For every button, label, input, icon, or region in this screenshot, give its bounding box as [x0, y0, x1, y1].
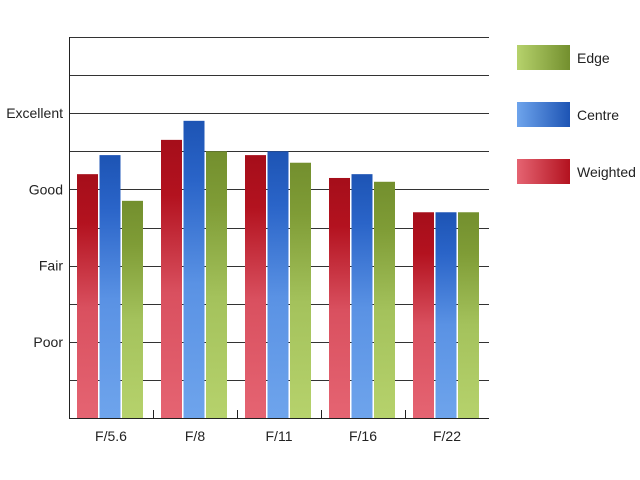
bar-weighted-f16: [329, 177, 350, 418]
x-tick-label: F/5.6: [95, 428, 127, 444]
bar-edge-f8: [206, 151, 227, 419]
x-tick-label: F/8: [185, 428, 205, 444]
bar-weighted-f11: [245, 155, 266, 419]
bar-edge-f16: [374, 181, 395, 418]
legend-label-weighted: Weighted: [577, 164, 636, 180]
axes: [69, 37, 489, 419]
bar-weighted-f8: [161, 139, 182, 418]
y-tick-label: Poor: [33, 334, 63, 350]
y-tick-label: Good: [29, 181, 63, 197]
x-tick-label: F/22: [433, 428, 461, 444]
tick-labels: F/5.6 F/8 F/11 F/16 F/22 Poor Fair Good Excellen…: [6, 105, 461, 444]
bar-centre-f8: [183, 120, 205, 418]
x-tick-label: F/16: [349, 428, 377, 444]
y-tick-label: Fair: [39, 258, 63, 274]
legend-label-edge: Edge: [577, 50, 610, 66]
bar-weighted-f22: [413, 212, 434, 418]
legend-swatch-edge: [517, 45, 570, 70]
legend-label-centre: Centre: [577, 107, 619, 123]
bar-edge-f56: [122, 200, 143, 418]
x-tick-label: F/11: [266, 428, 293, 444]
bar-edge-f11: [290, 162, 311, 418]
bar-centre-f16: [351, 174, 373, 418]
bar-edge-f22: [458, 212, 479, 418]
bar-centre-f22: [435, 212, 457, 418]
legend-swatch-weighted: [517, 159, 570, 184]
legend: Edge Centre Weighted: [517, 45, 636, 184]
bar-weighted-f56: [77, 174, 98, 418]
bars: [77, 120, 479, 419]
bar-centre-f11: [267, 151, 289, 419]
legend-swatch-centre: [517, 102, 570, 127]
y-tick-label: Excellent: [6, 105, 63, 121]
bar-centre-f56: [99, 155, 121, 419]
